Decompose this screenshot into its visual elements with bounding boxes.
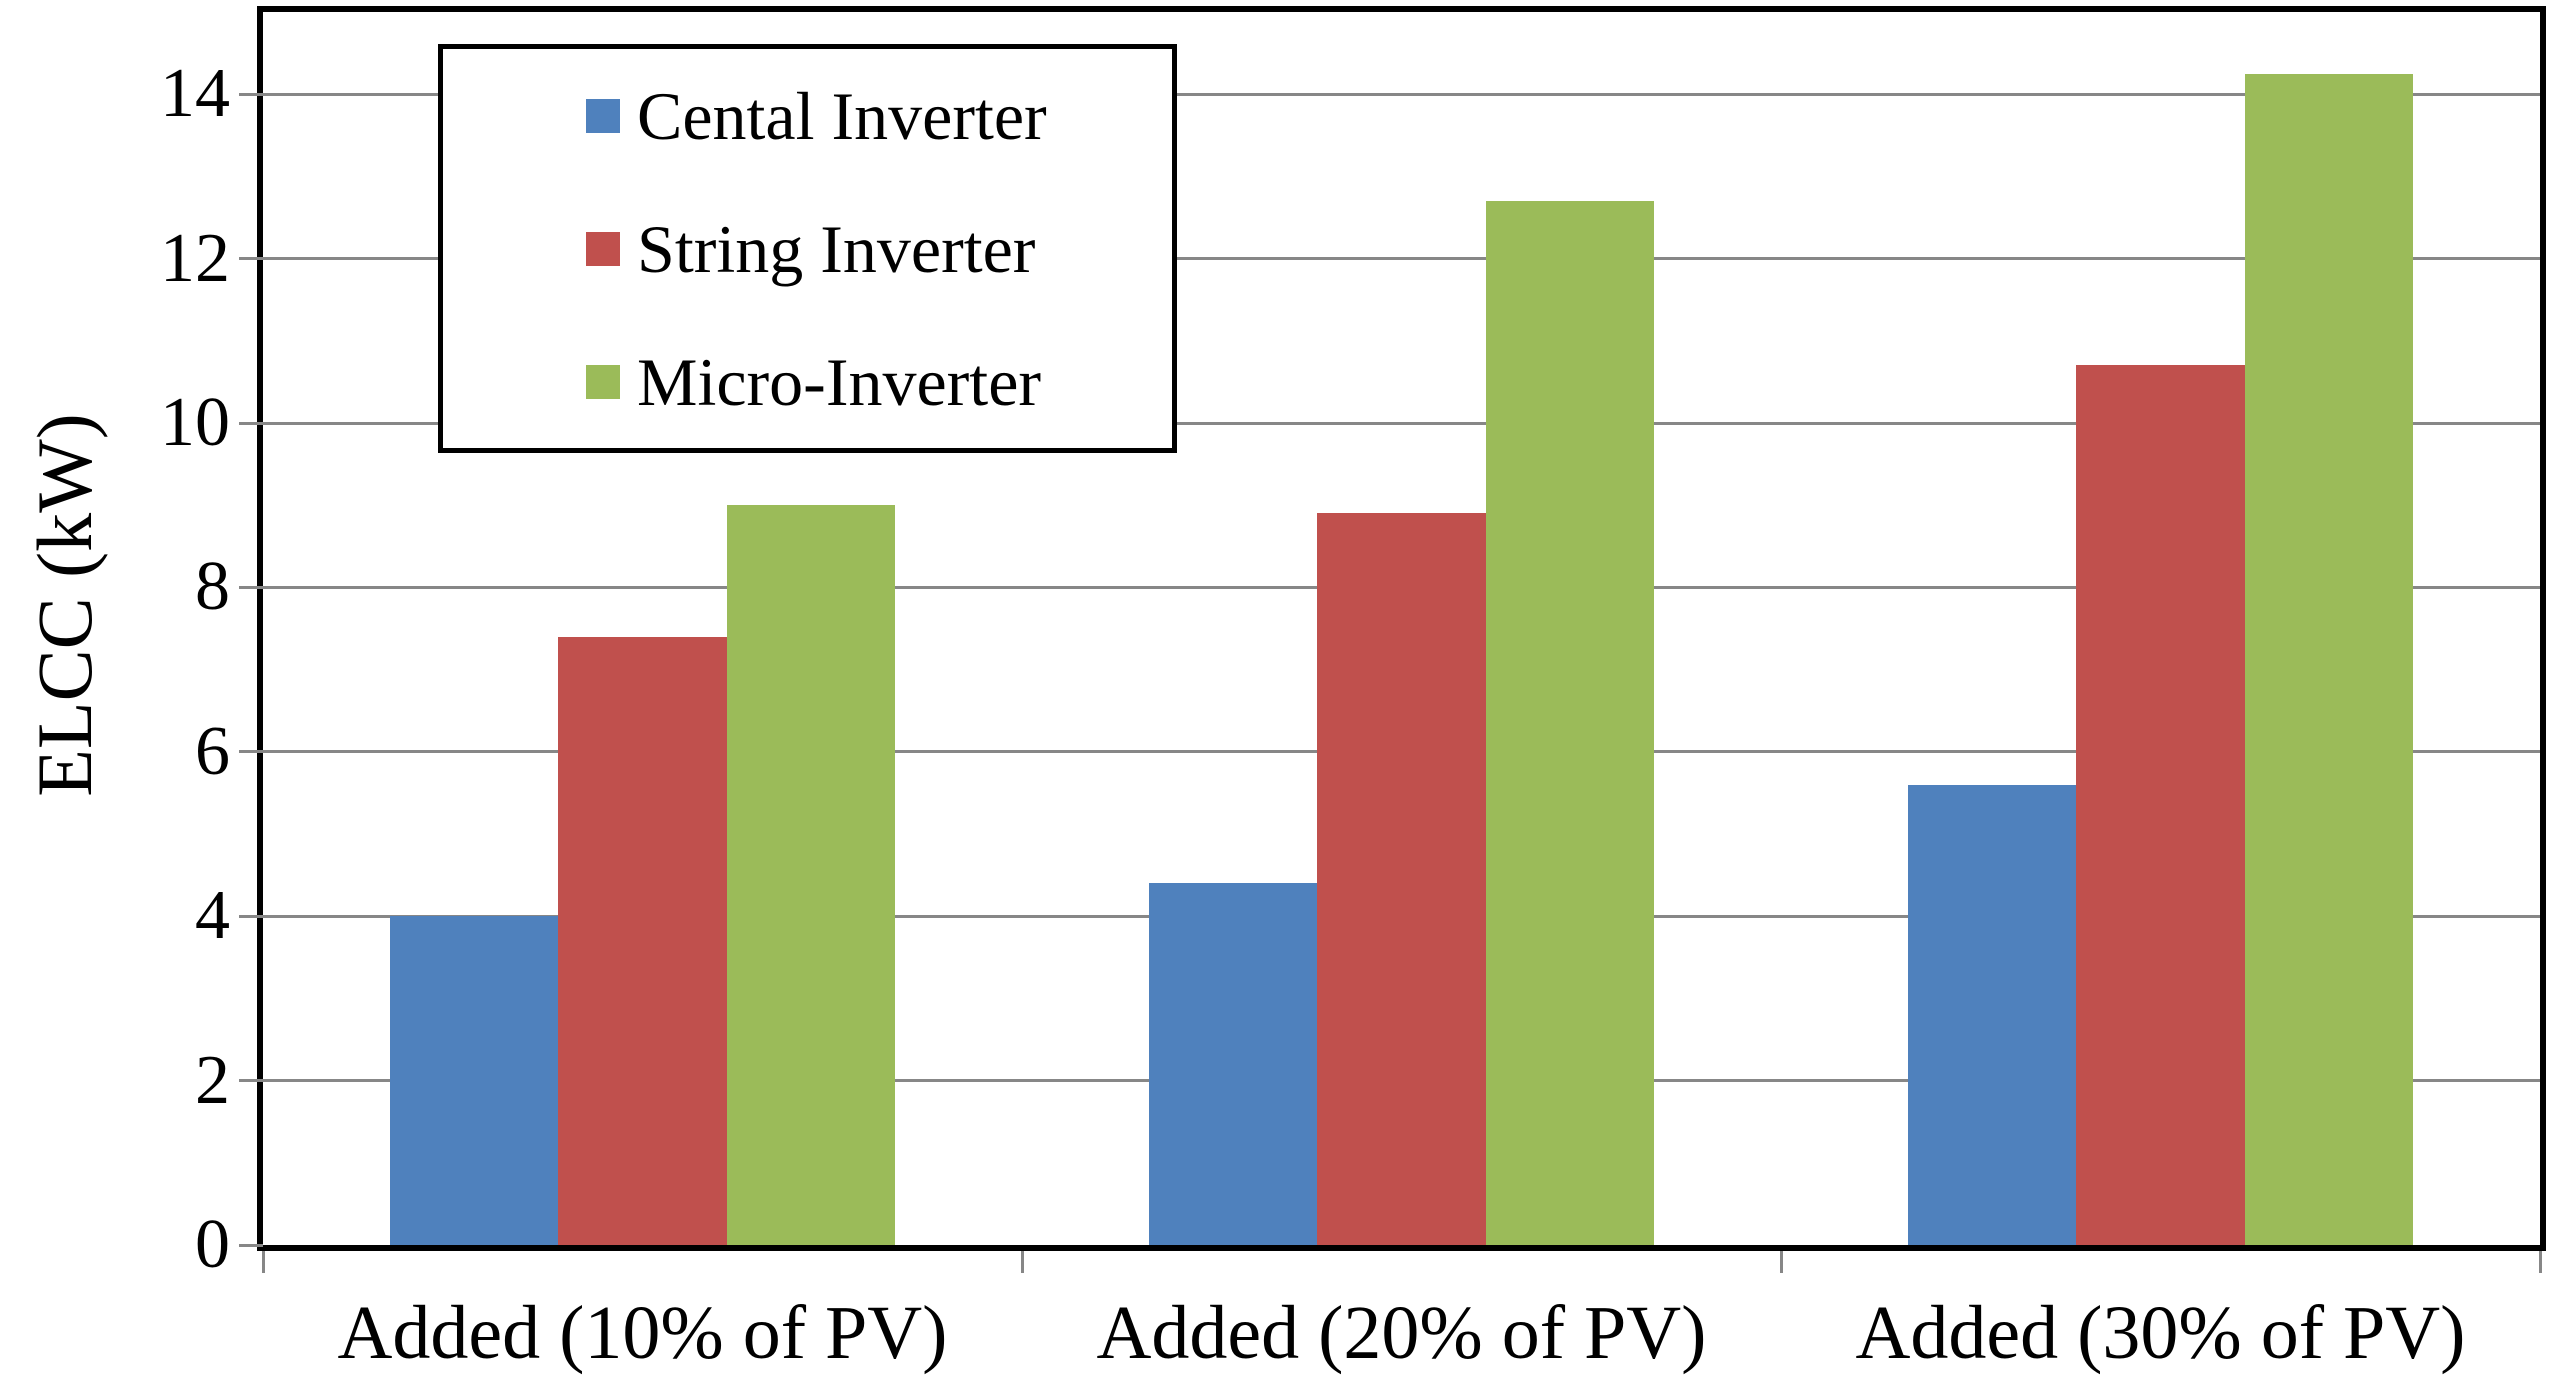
legend-label: Cental Inverter [637,77,1047,154]
gridline [263,257,2540,261]
legend-label: String Inverter [637,210,1036,287]
y-tick-label: 8 [195,548,230,626]
legend-swatch-icon [586,364,620,399]
legend-item: Cental Inverter [586,82,1172,150]
x-category-label: Added (30% of PV) [1855,1291,2466,1375]
bar-micro-inverter-c1 [726,505,895,1245]
y-axis-tick [239,750,263,754]
bar-cental-inverter-c1 [390,916,559,1245]
y-tick-label: 2 [195,1041,230,1119]
x-category-label: Added (20% of PV) [1096,1291,1707,1375]
bar-cental-inverter-c2 [1149,883,1318,1245]
bar-string-inverter-c1 [558,636,727,1245]
legend-item: String Inverter [586,215,1172,283]
y-axis-tick [239,1079,263,1083]
x-category-label: Added (10% of PV) [337,1291,948,1375]
plot-inner [263,12,2540,1245]
y-axis-tick [239,1243,263,1247]
bar-cental-inverter-c3 [1908,784,2077,1245]
legend-swatch-icon [586,231,620,266]
y-tick-label: 4 [195,877,230,955]
y-axis-tick [239,421,263,425]
bar-string-inverter-c2 [1317,513,1486,1245]
y-axis-tick [239,92,263,96]
bar-micro-inverter-c2 [1485,201,1654,1245]
y-tick-label: 6 [195,712,230,790]
legend-item: Micro-Inverter [586,348,1172,416]
y-tick-label: 12 [160,219,230,297]
x-axis-tick [2538,1251,2542,1273]
x-axis-tick [261,1251,265,1273]
gridline [263,421,2540,425]
legend: Cental Inverter String Inverter Micro-Inve… [438,44,1177,453]
bar-micro-inverter-c3 [2244,73,2413,1245]
y-tick-label: 0 [195,1206,230,1283]
y-axis-tick [239,585,263,589]
gridline [263,92,2540,96]
legend-label: Micro-Inverter [637,343,1042,420]
x-axis-tick [1020,1251,1024,1273]
bar-string-inverter-c3 [2076,365,2245,1245]
y-tick-label: 10 [160,384,230,461]
y-axis-tick [239,257,263,261]
y-axis-tick [239,914,263,918]
y-tick-label: 14 [160,55,230,133]
legend-swatch-icon [586,98,620,133]
x-axis-tick [1779,1251,1783,1273]
plot-area [257,6,2546,1251]
